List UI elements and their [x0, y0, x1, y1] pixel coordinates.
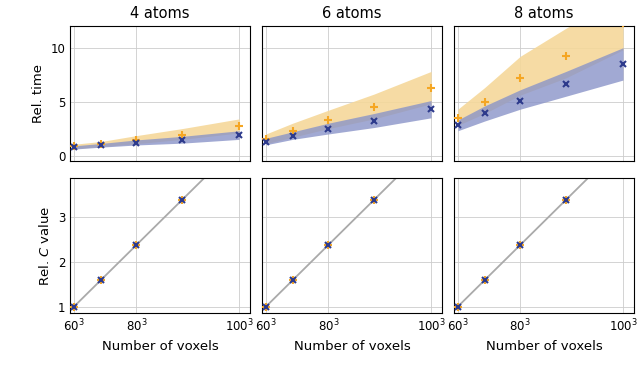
Y-axis label: Rel. $C$ value: Rel. $C$ value — [38, 206, 52, 286]
Y-axis label: Rel. time: Rel. time — [32, 64, 45, 123]
X-axis label: Number of voxels: Number of voxels — [486, 340, 602, 353]
Title: 6 atoms: 6 atoms — [323, 6, 381, 21]
Title: 8 atoms: 8 atoms — [514, 6, 573, 21]
X-axis label: Number of voxels: Number of voxels — [102, 340, 218, 353]
Title: 4 atoms: 4 atoms — [131, 6, 190, 21]
X-axis label: Number of voxels: Number of voxels — [294, 340, 410, 353]
